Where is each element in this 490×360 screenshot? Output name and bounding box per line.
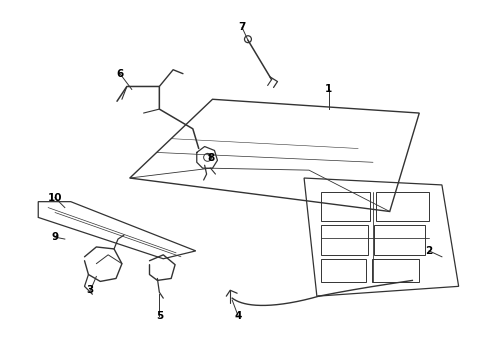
Text: 10: 10 [48,193,62,203]
Text: 5: 5 [156,311,163,321]
Text: 3: 3 [87,285,94,295]
Text: 4: 4 [234,311,242,321]
Text: 1: 1 [325,84,332,94]
Text: 9: 9 [51,232,58,242]
Text: 8: 8 [207,153,214,163]
Text: 7: 7 [238,22,245,32]
Text: 6: 6 [116,69,123,79]
Text: 2: 2 [425,246,433,256]
